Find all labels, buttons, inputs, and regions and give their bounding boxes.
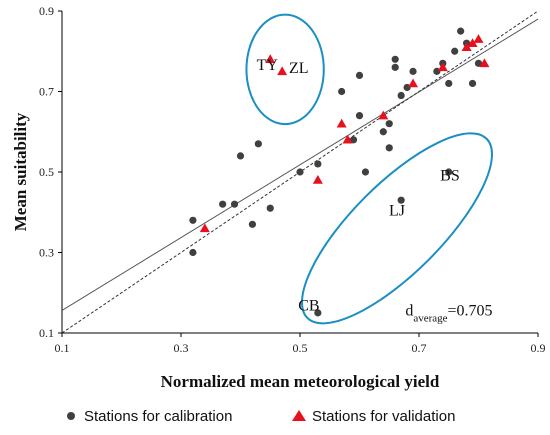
x-axis-title: Normalized mean meteorological yield [161, 372, 440, 391]
calibration-point [314, 309, 322, 317]
calibration-point [236, 152, 245, 160]
calibration-point [248, 220, 256, 228]
regression-line [61, 18, 539, 311]
d-average-subscript: average [413, 312, 447, 324]
calibration-point [409, 67, 417, 75]
calibration-point [296, 168, 304, 176]
calibration-point [468, 79, 477, 88]
y-tick-label: 0.1 [39, 326, 54, 340]
validation-point [467, 38, 478, 47]
validation-point [265, 54, 276, 64]
calibration-point [474, 59, 483, 67]
calibration-point [391, 55, 399, 63]
x-tick-label: 0.7 [412, 341, 427, 355]
calibration-point [451, 47, 459, 55]
d-average-annotation: daverage=0.705 [405, 302, 492, 324]
calibration-point [397, 91, 405, 100]
calibration-point [355, 112, 364, 120]
validation-point [408, 78, 419, 88]
legend-marker-validation [292, 410, 306, 421]
calibration-point [254, 140, 262, 148]
station-label-lj: LJ [389, 202, 405, 219]
legend: Stations for calibration Stations for va… [67, 408, 455, 425]
y-tick-label: 0.9 [39, 4, 54, 18]
d-average-value: =0.705 [448, 302, 493, 319]
calibration-point [230, 200, 239, 208]
calibration-point [445, 79, 453, 88]
calibration-point [385, 144, 393, 152]
validation-point [437, 62, 448, 72]
legend-label-calibration: Stations for calibration [84, 408, 232, 425]
validation-point [342, 134, 353, 144]
validation-point [277, 66, 288, 76]
y-axis-title: Mean suitability [11, 112, 30, 231]
calibration-point [385, 120, 393, 128]
highlight-ellipses [245, 13, 493, 325]
calibration-point [355, 71, 364, 79]
validation-point [473, 34, 484, 43]
validation-point [479, 58, 490, 68]
axis-ticks: 0.1 0.3 0.5 0.7 0.9 0.1 0.3 0.5 0.7 0.9 [39, 4, 546, 355]
plot-area: 0.1 0.3 0.5 0.7 0.9 0.1 0.3 0.5 0.7 0.9 TY ZL LJ BS C… [39, 4, 546, 355]
d-average-main: d [405, 302, 413, 319]
calibration-point [379, 128, 387, 136]
x-tick-label: 0.9 [531, 341, 546, 355]
calibration-point [349, 136, 358, 144]
station-label-bs: BS [440, 167, 460, 184]
validation-point [312, 175, 323, 184]
station-label-cb: CB [298, 297, 319, 314]
validation-point [461, 42, 472, 51]
calibration-point [433, 67, 441, 75]
calibration-point [189, 216, 197, 224]
station-label-zl: ZL [289, 60, 309, 77]
calibration-point [397, 196, 405, 204]
x-tick-label: 0.3 [174, 341, 189, 355]
x-tick-label: 0.1 [55, 341, 70, 355]
legend-marker-calibration [67, 412, 75, 420]
y-tick-label: 0.3 [39, 246, 54, 260]
x-tick-label: 0.5 [293, 341, 308, 355]
y-tick-label: 0.7 [39, 85, 54, 99]
calibration-point [361, 168, 370, 176]
data-points [189, 27, 490, 317]
legend-item-calibration: Stations for calibration [67, 408, 232, 425]
calibration-point [457, 27, 465, 35]
calibration-point [189, 248, 197, 257]
validation-point [336, 118, 347, 128]
calibration-point [338, 87, 346, 96]
highlight-ellipse [300, 132, 493, 325]
legend-item-validation: Stations for validation [292, 408, 455, 425]
y-tick-label: 0.5 [39, 165, 54, 179]
legend-label-validation: Stations for validation [312, 408, 455, 425]
calibration-point [314, 160, 322, 168]
station-label-ty: TY [257, 57, 279, 74]
validation-point [199, 223, 210, 233]
validation-point [378, 110, 389, 120]
calibration-point [391, 63, 399, 71]
calibration-point [266, 204, 274, 212]
calibration-point [219, 200, 227, 208]
highlight-ellipse [245, 13, 325, 126]
calibration-point [445, 168, 453, 176]
station-labels: TY ZL LJ BS CB [257, 57, 460, 315]
calibration-point [403, 83, 411, 92]
